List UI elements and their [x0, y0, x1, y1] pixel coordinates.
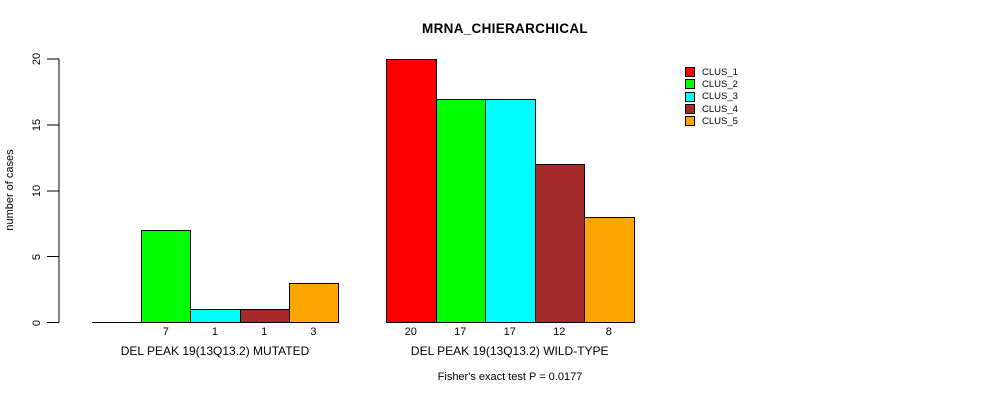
legend-item: CLUS_4 — [685, 103, 738, 115]
legend-label: CLUS_4 — [702, 103, 738, 115]
legend-item: CLUS_1 — [685, 66, 738, 78]
legend-swatch — [685, 67, 695, 78]
bar-value-label: 20 — [404, 326, 417, 338]
legend-label: CLUS_2 — [702, 78, 738, 90]
y-tick-label: 10 — [31, 184, 43, 197]
bar-clus_4-group1 — [239, 309, 290, 323]
legend-swatch — [685, 79, 695, 90]
footer-note: Fisher's exact test P = 0.0177 — [437, 371, 583, 383]
bar-value-label: 1 — [261, 326, 268, 338]
bar-clus_2-group1 — [141, 230, 192, 323]
legend-item: CLUS_2 — [685, 78, 738, 90]
bar-value-label: 12 — [553, 326, 566, 338]
y-tick-label: 20 — [31, 52, 43, 66]
bar-value-label: 7 — [162, 326, 169, 338]
bar-clus_1-group2 — [386, 59, 437, 323]
bar-value-label: 8 — [605, 326, 612, 338]
bar-clus_4-group2 — [534, 164, 585, 323]
legend-swatch — [685, 104, 695, 115]
bar-value-label: 1 — [211, 326, 219, 338]
bar-clus_2-group2 — [435, 98, 486, 323]
legend-label: CLUS_5 — [702, 115, 738, 127]
y-tick-label: 0 — [31, 319, 43, 326]
bar-clus_5-group2 — [584, 217, 635, 323]
bar-clus_5-group1 — [288, 282, 339, 323]
legend-item: CLUS_3 — [685, 91, 738, 103]
y-tick-label: 5 — [31, 253, 43, 260]
bar-value-label: 3 — [310, 326, 317, 338]
bar-value-label: 17 — [503, 326, 516, 338]
y-tick-label: 15 — [31, 118, 43, 132]
chart-title: MRNA_CHIERARCHICAL — [422, 21, 588, 36]
legend: CLUS_1 CLUS_2 CLUS_3 CLUS_4 CLUS_5 — [685, 66, 738, 127]
legend-item: CLUS_5 — [685, 115, 738, 127]
bar-clus_3-group2 — [485, 98, 536, 323]
legend-swatch — [685, 91, 695, 102]
x-category-label: DEL PEAK 19(13Q13.2) MUTATED — [120, 344, 310, 358]
bar-value-label: 17 — [454, 326, 467, 338]
legend-label: CLUS_3 — [702, 91, 738, 103]
legend-label: CLUS_1 — [702, 66, 738, 78]
bar-clus_3-group1 — [190, 309, 241, 323]
x-category-label: DEL PEAK 19(13Q13.2) WILD-TYPE — [410, 344, 609, 358]
legend-swatch — [685, 116, 695, 127]
